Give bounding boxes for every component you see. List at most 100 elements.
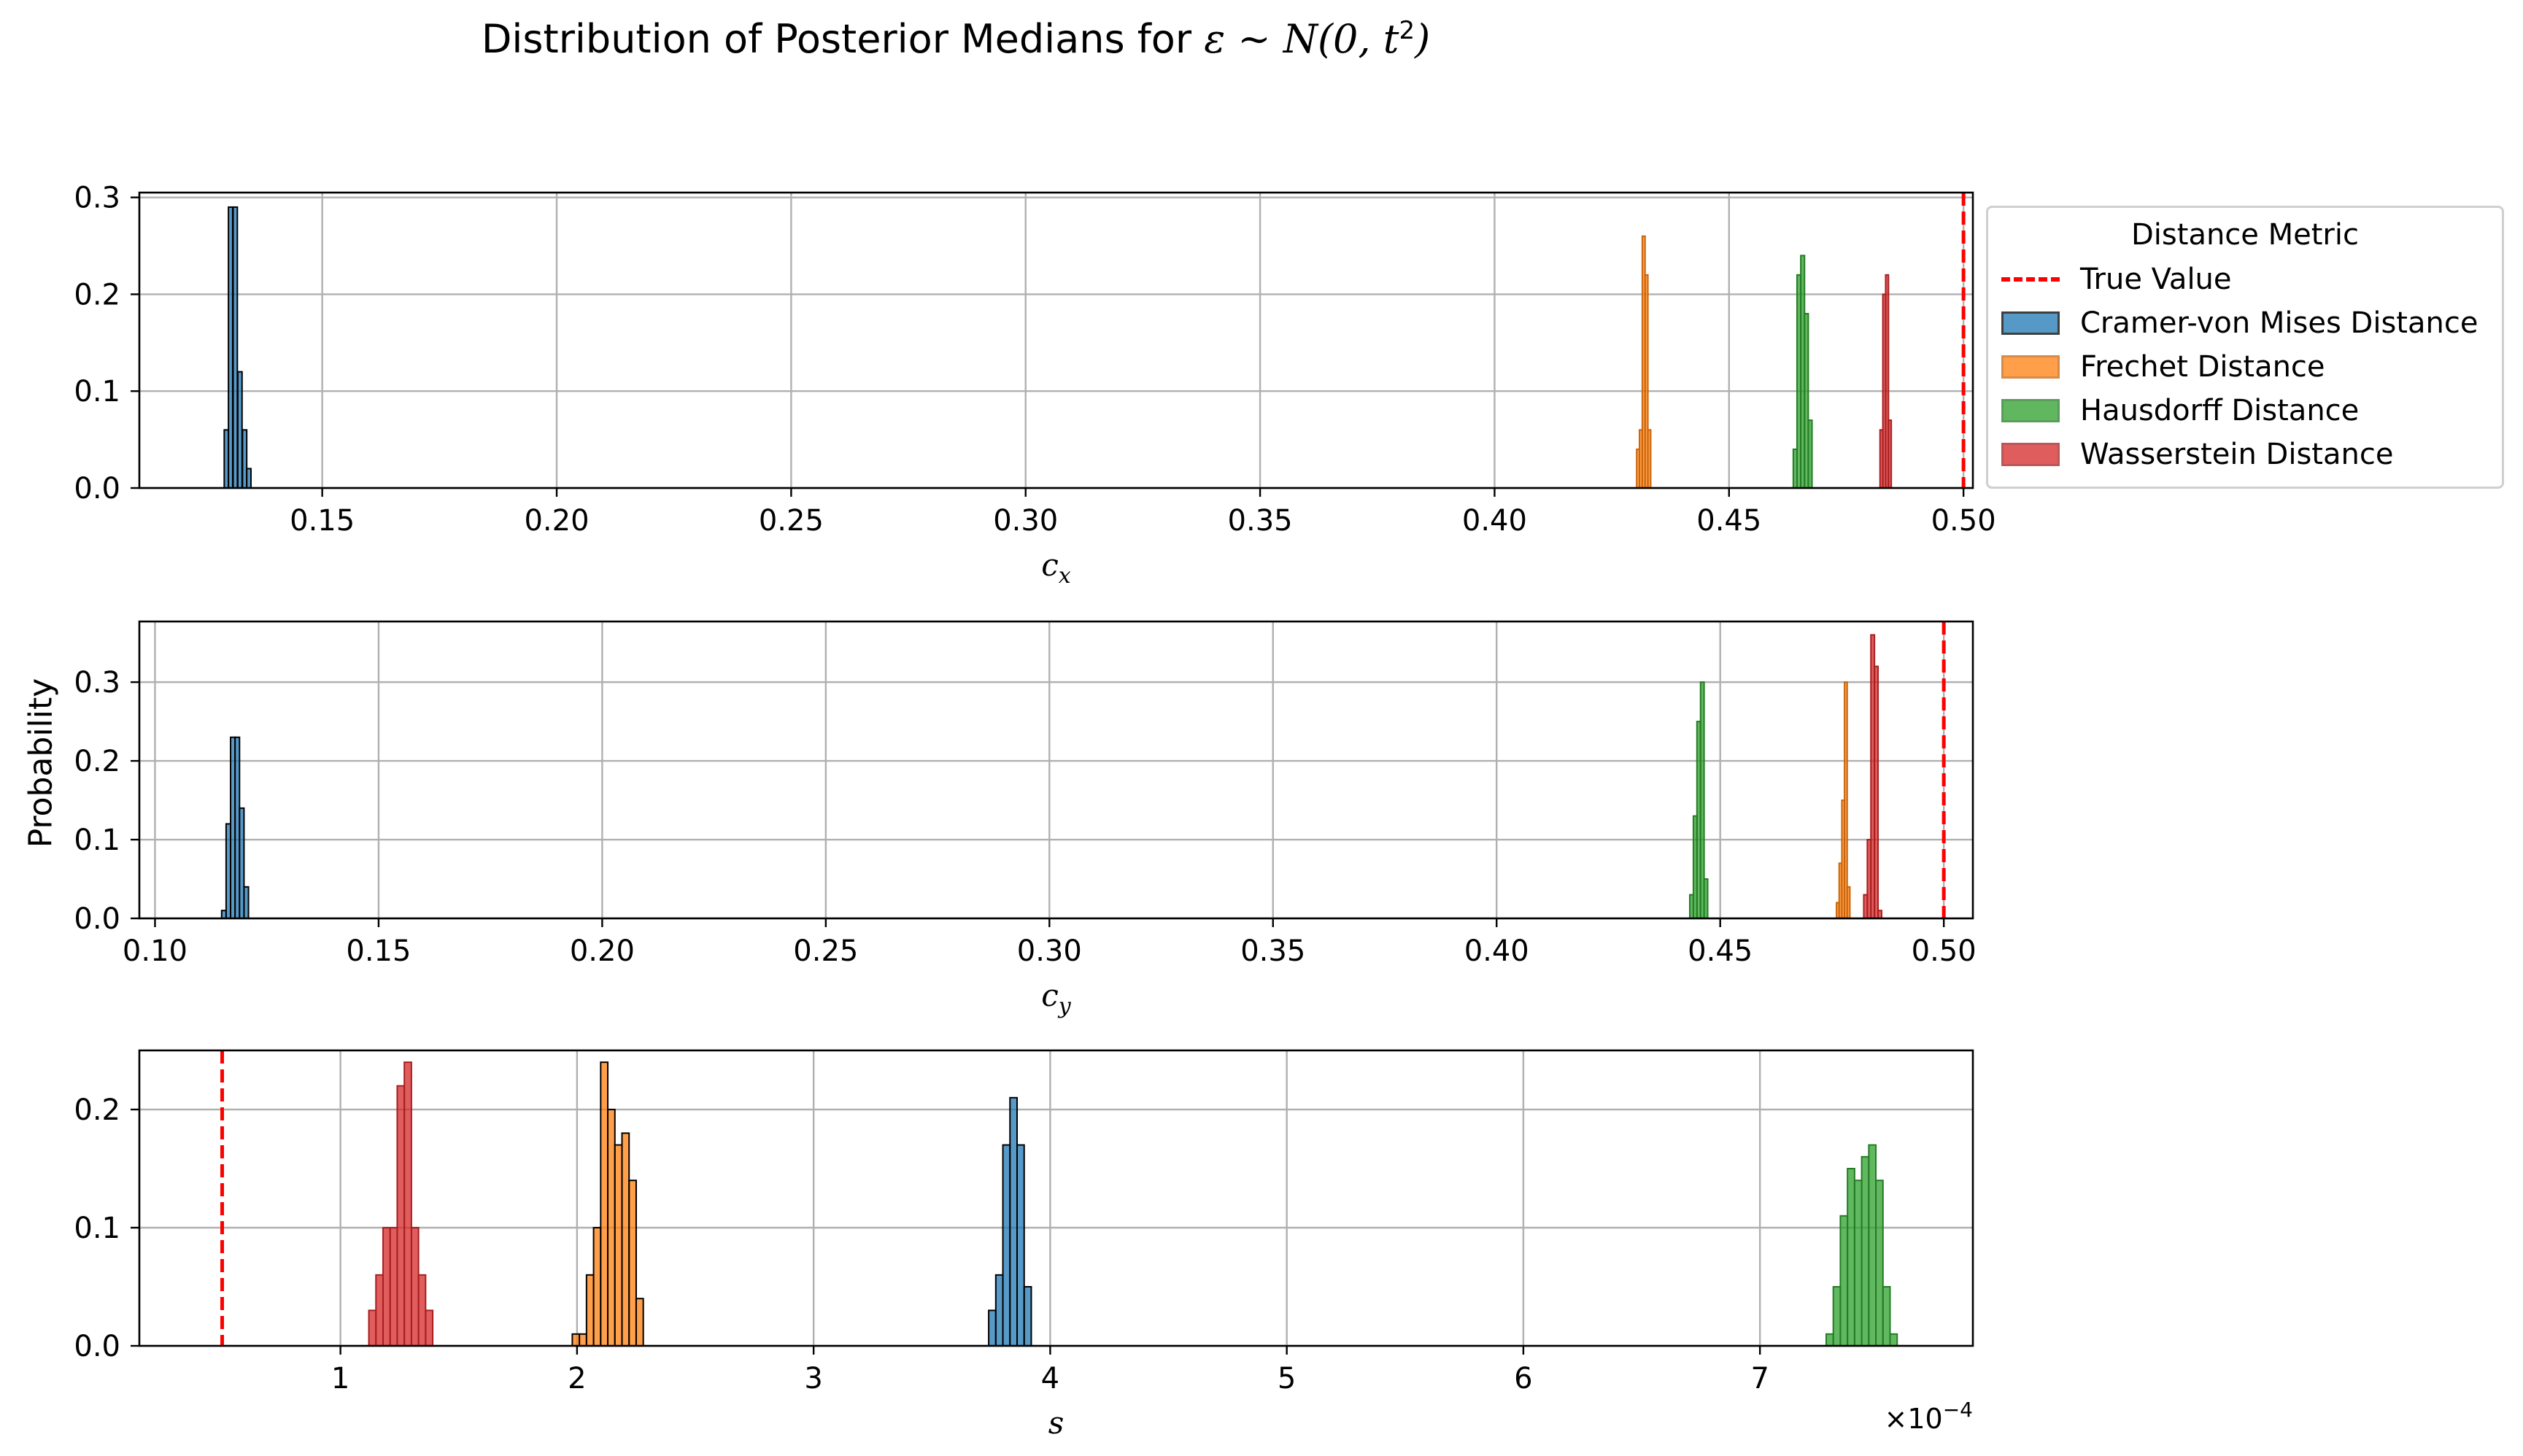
panel-c-y-bar-frechet-distance	[1846, 886, 1851, 920]
panel-s-bar-hausdorff-distance	[1868, 1144, 1877, 1347]
panel-s-bar-cramer-von-mises-distance	[1002, 1144, 1011, 1347]
panel-c-y-bar-wasserstein-distance	[1874, 665, 1879, 920]
panel-s-y-tick-label: 0.1	[74, 1212, 120, 1245]
panel-c-x-x-tick-label: 0.30	[993, 504, 1058, 538]
panel-c-x-y-tick-label: 0.0	[74, 472, 120, 506]
legend-item-wasserstein-distance: Wasserstein Distance	[1988, 433, 2502, 476]
panel-s-x-tick-label: 2	[568, 1362, 586, 1395]
panel-c-x-x-tick-label: 0.25	[759, 504, 824, 538]
panel-s-bar-hausdorff-distance	[1882, 1286, 1891, 1347]
panel-s-bar-frechet-distance	[621, 1132, 630, 1347]
panel-s-bar-wasserstein-distance	[417, 1274, 427, 1347]
panel-s-bar-frechet-distance	[628, 1180, 637, 1347]
panel-s-x-tick-label: 7	[1750, 1362, 1769, 1395]
legend-title: Distance Metric	[2131, 218, 2359, 252]
panel-s-bar-hausdorff-distance	[1861, 1155, 1870, 1347]
panel-s-bar-cramer-von-mises-distance	[988, 1309, 997, 1347]
panel-c-y-y-tick-label: 0.0	[74, 902, 120, 936]
panel-c-y-x-tick-label: 0.45	[1688, 934, 1753, 968]
legend-label-wasserstein-distance: Wasserstein Distance	[2080, 438, 2394, 471]
panel-s-bar-wasserstein-distance	[410, 1227, 420, 1347]
panel-c-x-x-tick-label: 0.35	[1228, 504, 1293, 538]
legend-swatch-cramer-von-mises-distance	[2001, 311, 2060, 335]
panel-c-x-bar-frechet-distance	[1647, 429, 1652, 489]
panel-s-bar-frechet-distance	[571, 1333, 581, 1347]
legend-swatch-hausdorff-distance	[2001, 399, 2060, 422]
panel-c-y-bar-cramer-von-mises-distance	[243, 886, 250, 920]
legend-series-list: Cramer-von Mises Distance Frechet Distanc…	[1988, 301, 2502, 476]
panel-s-y-tick-label: 0.2	[74, 1093, 120, 1127]
legend-swatch-frechet-distance	[2001, 355, 2060, 379]
panel-s-bar-hausdorff-distance	[1875, 1180, 1884, 1347]
panel-s-bar-cramer-von-mises-distance	[994, 1274, 1004, 1347]
panel-s-bar-hausdorff-distance	[1847, 1168, 1855, 1347]
panel-c-y-x-tick-label: 0.35	[1240, 934, 1305, 968]
legend-true-value-line	[2001, 277, 2060, 282]
panel-c-x-y-tick-label: 0.2	[74, 278, 120, 311]
legend-swatch-wasserstein-distance	[2001, 443, 2060, 466]
panel-c-x-y-tick-label: 0.1	[74, 375, 120, 408]
panel-s-bar-wasserstein-distance	[368, 1309, 377, 1347]
legend-item-hausdorff-distance: Hausdorff Distance	[1988, 389, 2502, 433]
panel-s-bar-wasserstein-distance	[425, 1309, 434, 1347]
panel-s-bar-wasserstein-distance	[403, 1061, 412, 1347]
title-exponent: 2	[1399, 16, 1415, 45]
panel-c-y-y-tick-label: 0.2	[74, 745, 120, 778]
legend-label-frechet-distance: Frechet Distance	[2080, 350, 2325, 384]
panel-c-y-y-tick-label: 0.3	[74, 666, 120, 700]
panel-s-bar-frechet-distance	[600, 1061, 609, 1347]
panel-s-x-tick-label: 3	[804, 1362, 822, 1395]
legend-label-cramer-von-mises-distance: Cramer-von Mises Distance	[2080, 306, 2478, 340]
panel-s-bar-frechet-distance	[579, 1333, 587, 1347]
panel-c-x-x-tick-label: 0.15	[290, 504, 355, 538]
figure-title: Distribution of Posterior Medians for ε …	[0, 16, 1912, 62]
panel-c-y-bar-hausdorff-distance	[1703, 878, 1709, 920]
panel-c-x-x-tick-label: 0.40	[1462, 504, 1527, 538]
panel-s-bar-cramer-von-mises-distance	[1009, 1096, 1018, 1347]
panel-s-bar-cramer-von-mises-distance	[1023, 1286, 1032, 1347]
panel-s-bar-hausdorff-distance	[1839, 1215, 1849, 1347]
panel-c-x-bar-cramer-von-mises-distance	[228, 206, 233, 489]
panel-s-bar-frechet-distance	[592, 1227, 602, 1347]
panel-c-y-x-tick-label: 0.10	[123, 934, 188, 968]
panel-s-bar-wasserstein-distance	[382, 1227, 391, 1347]
panel-s-bar-cramer-von-mises-distance	[1016, 1144, 1025, 1347]
panel-c-y-x-tick-label: 0.30	[1017, 934, 1082, 968]
panel-c-y-x-axis-label: cy	[1041, 977, 1072, 1019]
legend-item-frechet-distance: Frechet Distance	[1988, 345, 2502, 389]
panel-s-y-tick-label: 0.0	[74, 1330, 120, 1363]
panel-c-y-x-tick-label: 0.40	[1464, 934, 1529, 968]
panel-c-x-bar-cramer-von-mises-distance	[246, 468, 252, 489]
panel-s-bar-frechet-distance	[607, 1109, 616, 1347]
panel-c-x-y-tick-label: 0.3	[74, 182, 120, 215]
panel-s-bar-frechet-distance	[635, 1298, 644, 1347]
legend: Distance Metric True Value Cramer-von Mi…	[1986, 206, 2504, 489]
panel-c-y-bar-frechet-distance	[1844, 681, 1848, 919]
panel-s-bar-frechet-distance	[585, 1274, 595, 1347]
panel-c-y-x-tick-label: 0.25	[793, 934, 858, 968]
panel-c-y-bar-wasserstein-distance	[1877, 910, 1882, 919]
panel-c-x-x-tick-label: 0.50	[1931, 504, 1996, 538]
panel-c-x-bar-hausdorff-distance	[1807, 419, 1813, 489]
panel-s-bar-hausdorff-distance	[1825, 1333, 1834, 1347]
panel-s-x-tick-label: 4	[1041, 1362, 1059, 1395]
legend-item-cramer-von-mises-distance: Cramer-von Mises Distance	[1988, 301, 2502, 345]
panel-c-y-x-tick-label: 0.50	[1912, 934, 1977, 968]
panel-s-bar-wasserstein-distance	[389, 1227, 398, 1347]
panel-c-x-bar-cramer-von-mises-distance	[236, 371, 243, 489]
panel-s-x-tick-label: 5	[1278, 1362, 1296, 1395]
panel-c-y-y-tick-label: 0.1	[74, 824, 120, 857]
panel-c-x-x-tick-label: 0.45	[1696, 504, 1761, 538]
panel-c-y-x-tick-label: 0.20	[570, 934, 635, 968]
panel-s-x-tick-label: 1	[331, 1362, 349, 1395]
panel-s-x-offset-multiplier: ×10−4	[1885, 1398, 1973, 1435]
panel-s-x-tick-label: 6	[1514, 1362, 1532, 1395]
panel-c-x-x-tick-label: 0.20	[524, 504, 589, 538]
legend-label-hausdorff-distance: Hausdorff Distance	[2080, 394, 2360, 427]
panel-c-y-x-tick-label: 0.15	[346, 934, 411, 968]
title-text: Distribution of Posterior Medians for	[481, 16, 1205, 62]
panel-c-x-x-axis-label: cx	[1041, 547, 1071, 589]
panel-c-x-bar-wasserstein-distance	[1888, 419, 1893, 489]
panel-s-bar-frechet-distance	[614, 1144, 623, 1347]
panel-s-bar-hausdorff-distance	[1853, 1180, 1863, 1347]
